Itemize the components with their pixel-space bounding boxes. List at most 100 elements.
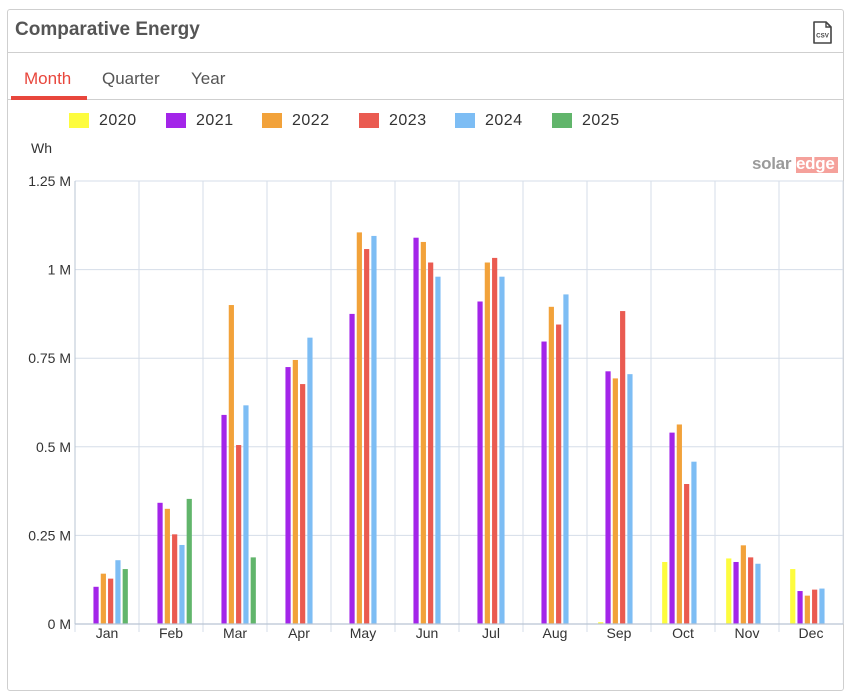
- y-tick-label: 0 M: [48, 616, 71, 632]
- bar-2021-jan[interactable]: [93, 586, 99, 624]
- bar-2023-feb[interactable]: [172, 534, 178, 624]
- bar-2024-apr[interactable]: [307, 337, 313, 624]
- bar-2020-nov[interactable]: [726, 558, 732, 624]
- bar-2022-may[interactable]: [356, 232, 362, 624]
- bar-2023-aug[interactable]: [556, 324, 562, 624]
- csv-export-icon[interactable]: CSV: [812, 21, 832, 44]
- bar-2022-apr[interactable]: [292, 359, 298, 624]
- bar-2024-oct[interactable]: [691, 461, 697, 624]
- bar-2021-dec[interactable]: [797, 591, 803, 624]
- bar-2024-jul[interactable]: [499, 276, 505, 624]
- bar-2023-apr[interactable]: [300, 384, 306, 624]
- bar-2021-aug[interactable]: [541, 341, 547, 624]
- tab-month[interactable]: Month: [24, 69, 72, 88]
- bar-2024-feb[interactable]: [179, 544, 185, 624]
- bar-2023-dec[interactable]: [812, 589, 818, 624]
- bar-2025-jan[interactable]: [122, 569, 128, 624]
- bar-2024-dec[interactable]: [819, 588, 825, 624]
- tab-year[interactable]: Year: [191, 69, 226, 88]
- legend-label-2021: 2021: [196, 112, 234, 129]
- solaredge-logo: solar edge: [752, 154, 838, 174]
- panel-header: Comparative Energy CSV: [8, 10, 843, 53]
- y-tick-label: 0.25 M: [28, 527, 71, 543]
- bar-2023-jan[interactable]: [108, 578, 114, 624]
- bar-2024-nov[interactable]: [755, 563, 761, 624]
- legend-swatch-2022: [262, 113, 282, 128]
- csv-icon-label: CSV: [816, 33, 830, 40]
- legend-swatch-2020: [69, 113, 89, 128]
- bar-2021-feb[interactable]: [157, 502, 163, 624]
- bar-2022-aug[interactable]: [548, 306, 554, 624]
- legend-label-2020: 2020: [99, 112, 137, 129]
- bar-2023-mar[interactable]: [236, 445, 242, 624]
- bar-2023-may[interactable]: [364, 249, 370, 624]
- chart-axes: 0 M 0.25 M 0.5 M 0.75 M 1 M 1.25 M Jan Feb Mar Ap…: [28, 173, 843, 641]
- chart-bars: [93, 232, 825, 625]
- x-tick-label: Apr: [288, 625, 310, 641]
- y-tick-label: 0.75 M: [28, 350, 71, 366]
- bar-2021-jun[interactable]: [413, 237, 419, 625]
- bar-2022-sep[interactable]: [612, 378, 618, 624]
- bar-2023-nov[interactable]: [748, 557, 754, 624]
- x-tick-label: Aug: [543, 625, 568, 641]
- legend-swatch-2025: [552, 113, 572, 128]
- logo-edge-background: [796, 157, 838, 173]
- x-tick-label: Jan: [96, 625, 119, 641]
- y-tick-label: 1.25 M: [28, 173, 71, 189]
- x-tick-label: Nov: [735, 625, 760, 641]
- bar-2020-dec[interactable]: [790, 569, 796, 624]
- legend-swatch-2021: [166, 113, 186, 128]
- bar-2022-dec[interactable]: [804, 595, 810, 624]
- bar-2022-oct[interactable]: [676, 424, 682, 624]
- bar-2024-aug[interactable]: [563, 294, 569, 624]
- bar-2021-sep[interactable]: [605, 371, 611, 624]
- active-tab-indicator: [11, 96, 87, 100]
- bar-2022-jul[interactable]: [484, 262, 490, 624]
- logo-edge-text: edge: [796, 154, 835, 173]
- period-tabs: Month Quarter Year: [8, 53, 843, 100]
- x-tick-label: May: [350, 625, 376, 641]
- x-tick-label: Feb: [159, 625, 183, 641]
- bar-2021-jul[interactable]: [477, 301, 483, 624]
- x-tick-label: Mar: [223, 625, 247, 641]
- bar-2023-sep[interactable]: [620, 311, 626, 624]
- bar-2021-mar[interactable]: [221, 414, 227, 624]
- legend-label-2025: 2025: [582, 112, 620, 129]
- bar-2020-sep[interactable]: [598, 622, 604, 624]
- bar-2023-jun[interactable]: [428, 262, 434, 624]
- y-tick-label: 0.5 M: [36, 439, 71, 455]
- tab-quarter[interactable]: Quarter: [102, 69, 160, 88]
- y-axis-unit-label: Wh: [31, 140, 52, 156]
- bar-2021-nov[interactable]: [733, 561, 739, 624]
- legend-label-2023: 2023: [389, 112, 427, 129]
- bar-2023-oct[interactable]: [684, 484, 690, 624]
- bar-2024-may[interactable]: [371, 235, 377, 624]
- x-tick-label: Sep: [607, 625, 632, 641]
- bar-2021-apr[interactable]: [285, 367, 291, 624]
- bar-2021-oct[interactable]: [669, 432, 675, 624]
- bar-2024-sep[interactable]: [627, 374, 633, 624]
- panel-title: Comparative Energy: [15, 19, 200, 40]
- bar-2025-feb[interactable]: [186, 498, 192, 624]
- bar-2022-nov[interactable]: [740, 545, 746, 624]
- bar-2022-jan[interactable]: [100, 573, 106, 624]
- bar-2020-oct[interactable]: [662, 561, 668, 624]
- legend-label-2022: 2022: [292, 112, 330, 129]
- x-tick-label: Jun: [416, 625, 439, 641]
- bar-2024-mar[interactable]: [243, 405, 249, 624]
- bar-2024-jan[interactable]: [115, 560, 121, 624]
- bar-2024-jun[interactable]: [435, 276, 441, 624]
- legend-swatch-2024: [455, 113, 475, 128]
- legend-label-2024: 2024: [485, 112, 523, 129]
- x-tick-label: Jul: [482, 625, 500, 641]
- bar-2025-mar[interactable]: [250, 557, 256, 624]
- bar-2022-mar[interactable]: [228, 305, 234, 624]
- y-tick-label: 1 M: [48, 262, 71, 278]
- bar-2022-feb[interactable]: [164, 508, 170, 624]
- bar-2022-jun[interactable]: [420, 241, 426, 625]
- bar-2021-may[interactable]: [349, 313, 355, 624]
- x-tick-label: Oct: [672, 625, 694, 641]
- legend-swatch-2023: [359, 113, 379, 128]
- bar-2023-jul[interactable]: [492, 257, 498, 624]
